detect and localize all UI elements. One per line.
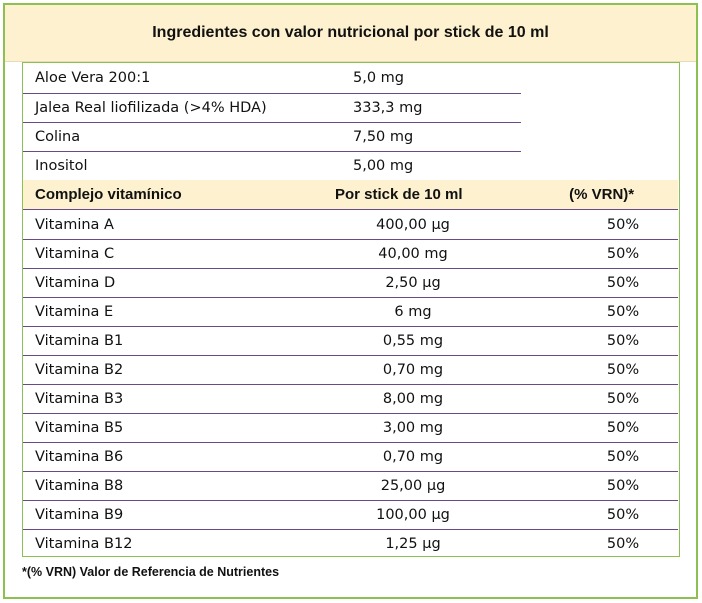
vitamin-name: Vitamina D xyxy=(35,274,116,291)
vitamin-name: Vitamina C xyxy=(35,245,115,262)
vitamin-amount: 8,00 mg xyxy=(382,390,444,407)
header-vrn: (% VRN)* xyxy=(569,186,635,203)
row-divider xyxy=(23,122,521,123)
vitamin-name: Vitamina B9 xyxy=(35,506,124,523)
ingredient-row: Inositol 5,00 mg xyxy=(23,151,521,180)
row-divider xyxy=(23,500,678,501)
vitamin-amount: 1,25 µg xyxy=(385,535,441,552)
ingredient-row: Aloe Vera 200:1 5,0 mg xyxy=(23,63,521,92)
row-divider xyxy=(23,384,678,385)
row-divider xyxy=(23,209,678,210)
vitamin-row: Vitamina B1 0,55 mg 50% xyxy=(23,326,702,355)
row-divider xyxy=(23,151,521,152)
vitamin-row: Vitamina B3 8,00 mg 50% xyxy=(23,384,702,413)
nutrition-table: Aloe Vera 200:1 5,0 mg Jalea Real liofil… xyxy=(22,62,680,557)
vitamin-vrn: 50% xyxy=(606,361,640,378)
vitamin-name: Vitamina B12 xyxy=(35,535,133,552)
vitamin-name: Vitamina E xyxy=(35,303,114,320)
vitamin-row: Vitamina B12 1,25 µg 50% xyxy=(23,529,702,558)
ingredient-row: Jalea Real liofilizada (>4% HDA) 333,3 m… xyxy=(23,93,521,122)
vitamin-name: Vitamina A xyxy=(35,216,114,233)
vitamin-row: Vitamina B6 0,70 mg 50% xyxy=(23,442,702,471)
vitamin-amount: 2,50 µg xyxy=(385,274,441,291)
vitamin-vrn: 50% xyxy=(606,303,640,320)
vitamin-vrn: 50% xyxy=(606,419,640,436)
header-per-stick: Por stick de 10 ml xyxy=(334,186,463,203)
vitamin-row: Vitamina D 2,50 µg 50% xyxy=(23,268,702,297)
vitamin-row: Vitamina B5 3,00 mg 50% xyxy=(23,413,702,442)
header-vitamin-complex: Complejo vitamínico xyxy=(35,186,182,203)
vitamin-name: Vitamina B1 xyxy=(35,332,124,349)
vitamin-row: Vitamina E 6 mg 50% xyxy=(23,297,702,326)
vitamin-amount: 6 mg xyxy=(394,303,432,320)
row-divider xyxy=(23,268,678,269)
vitamin-amount: 100,00 µg xyxy=(376,506,450,523)
vitamin-name: Vitamina B5 xyxy=(35,419,124,436)
row-divider xyxy=(23,297,678,298)
vitamin-vrn: 50% xyxy=(606,245,640,262)
vitamin-vrn: 50% xyxy=(606,448,640,465)
vitamin-name: Vitamina B3 xyxy=(35,390,124,407)
vitamin-row: Vitamina C 40,00 mg 50% xyxy=(23,239,702,268)
vitamin-amount: 3,00 mg xyxy=(382,419,444,436)
vitamin-amount: 0,70 mg xyxy=(382,448,444,465)
vitamin-vrn: 50% xyxy=(606,390,640,407)
vitamin-amount: 40,00 mg xyxy=(378,245,448,262)
vitamin-row: Vitamina B8 25,00 µg 50% xyxy=(23,471,702,500)
nutrition-panel: Ingredientes con valor nutricional por s… xyxy=(3,3,698,599)
ingredient-row: Colina 7,50 mg xyxy=(23,122,521,151)
row-divider xyxy=(23,442,678,443)
vitamin-amount: 400,00 µg xyxy=(376,216,450,233)
vitamin-vrn: 50% xyxy=(606,535,640,552)
vitamin-row: Vitamina B2 0,70 mg 50% xyxy=(23,355,702,384)
row-divider xyxy=(23,471,678,472)
row-divider xyxy=(23,413,678,414)
ingredient-amount: 333,3 mg xyxy=(353,99,423,116)
vitamin-vrn: 50% xyxy=(606,506,640,523)
ingredient-amount: 5,0 mg xyxy=(353,69,404,86)
ingredient-name: Jalea Real liofilizada (>4% HDA) xyxy=(35,99,267,116)
ingredient-name: Colina xyxy=(35,128,81,145)
vitamin-name: Vitamina B6 xyxy=(35,448,124,465)
row-divider xyxy=(23,93,521,94)
vitamin-amount: 0,55 mg xyxy=(382,332,444,349)
row-divider xyxy=(23,239,678,240)
vitamin-table-header: Complejo vitamínico Por stick de 10 ml (… xyxy=(23,180,678,209)
ingredient-name: Inositol xyxy=(35,157,88,174)
vitamin-vrn: 50% xyxy=(606,274,640,291)
row-divider xyxy=(23,326,678,327)
ingredient-amount: 7,50 mg xyxy=(353,128,414,145)
vitamin-vrn: 50% xyxy=(606,477,640,494)
vitamin-row: Vitamina B9 100,00 µg 50% xyxy=(23,500,702,529)
vitamin-vrn: 50% xyxy=(606,332,640,349)
row-divider xyxy=(23,529,678,530)
ingredient-name: Aloe Vera 200:1 xyxy=(35,69,151,86)
panel-title: Ingredientes con valor nutricional por s… xyxy=(5,5,696,62)
vitamin-name: Vitamina B8 xyxy=(35,477,124,494)
vitamin-vrn: 50% xyxy=(606,216,640,233)
row-divider xyxy=(23,355,678,356)
vitamin-amount: 0,70 mg xyxy=(382,361,444,378)
vitamin-name: Vitamina B2 xyxy=(35,361,124,378)
vrn-footnote: *(% VRN) Valor de Referencia de Nutrient… xyxy=(22,565,280,579)
vitamin-amount: 25,00 µg xyxy=(380,477,446,494)
ingredient-amount: 5,00 mg xyxy=(353,157,414,174)
vitamin-row: Vitamina A 400,00 µg 50% xyxy=(23,210,702,239)
